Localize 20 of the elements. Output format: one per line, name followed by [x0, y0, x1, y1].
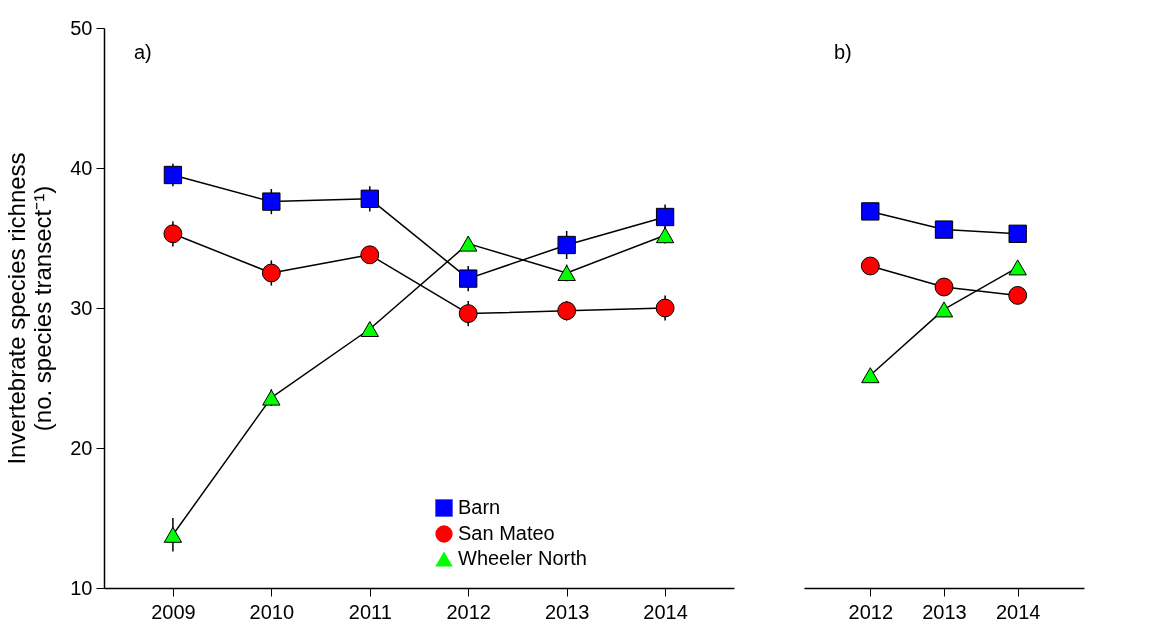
- y-tick-label: 40: [70, 156, 93, 179]
- x-tick-label: 2013: [544, 600, 590, 623]
- x-tick-label: 2009: [151, 600, 196, 623]
- x-tick-label: 2014: [643, 600, 688, 623]
- legend-label: Barn: [458, 496, 501, 518]
- x-tick-label: 2010: [249, 600, 295, 623]
- x-tick-label: 2013: [922, 600, 967, 623]
- annotation: a): [134, 41, 152, 63]
- x-tick-label: 2011: [348, 600, 392, 623]
- x-tick-label: 2014: [995, 600, 1041, 623]
- legend-label: San Mateo: [458, 522, 555, 544]
- annotation: b): [834, 41, 852, 63]
- y-axis-title: Invertebrate species richness (no. species transect⁻¹): [3, 152, 57, 465]
- x-tick-label: 2012: [848, 600, 894, 623]
- y-tick-label: 10: [70, 576, 93, 599]
- y-tick-label: 30: [70, 296, 93, 319]
- x-tick-label: 2012: [446, 600, 491, 623]
- legend-label: Wheeler North: [458, 547, 587, 569]
- y-tick-label: 50: [70, 16, 93, 39]
- y-tick-label: 20: [70, 436, 93, 459]
